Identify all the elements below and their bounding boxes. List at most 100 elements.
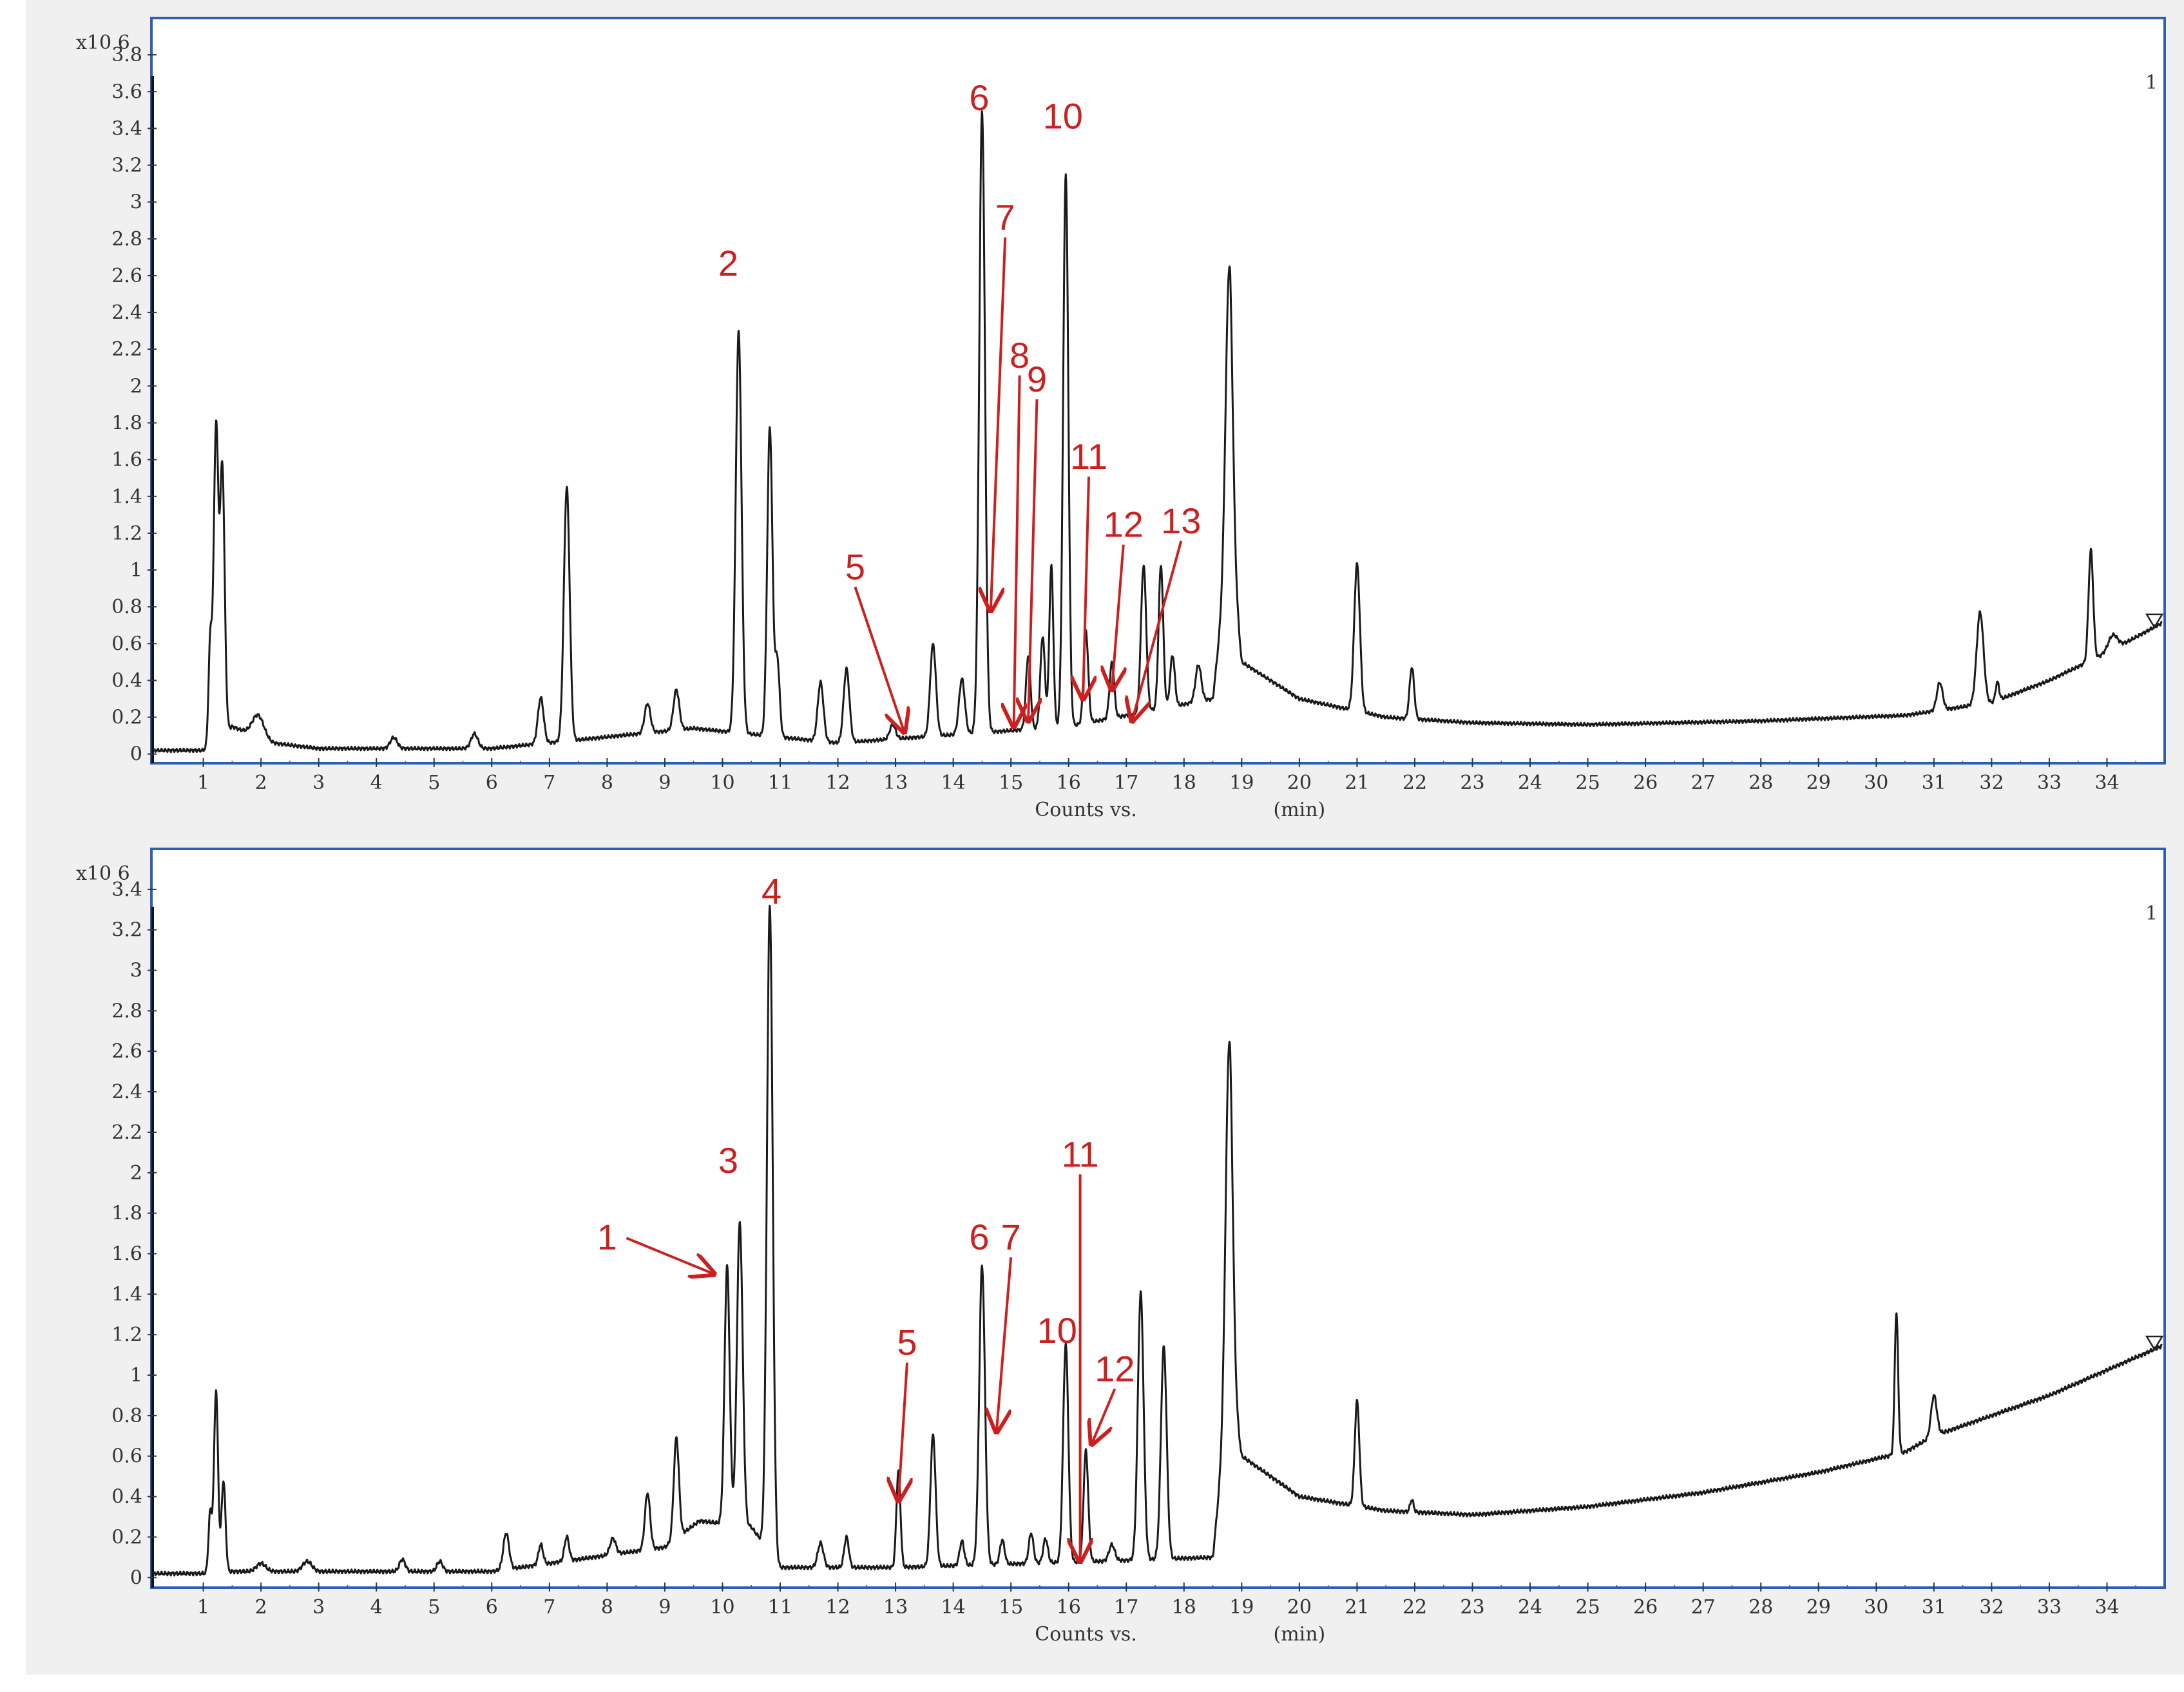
- y-tick-label: 2.4: [111, 1081, 142, 1103]
- chart-panel-top: 0 0.2 0.4 0.6 0.8 1 1.2 1.4 1.6 1.8 2 2.2 2.4 2.6 2.8 3…: [76, 17, 2166, 821]
- x-tick-label: 27: [1691, 772, 1716, 794]
- x-tick-label: 22: [1403, 772, 1427, 794]
- x-tick-label: 5: [428, 772, 440, 794]
- corner-mark: 1: [2145, 902, 2158, 925]
- peak-annotation-label: 12: [1095, 1348, 1135, 1389]
- x-tick-label: 4: [370, 1596, 383, 1619]
- y-tick-label: 2.8: [111, 1000, 142, 1022]
- x-tick-label: 7: [543, 1596, 555, 1619]
- plot-frame: [150, 848, 2166, 1589]
- x-tick-label: 10: [710, 1596, 734, 1619]
- x-tick-label: 15: [999, 1596, 1023, 1619]
- x-tick-label: 10: [710, 772, 734, 794]
- y-tick-label: 1.8: [111, 1202, 142, 1225]
- y-tick-label: 0.2: [111, 1526, 142, 1548]
- x-tick-label: 32: [1979, 772, 2004, 794]
- y-tick-label: 3: [130, 191, 142, 214]
- peak-annotation-label: 1: [597, 1217, 617, 1257]
- x-tick-label: 1: [197, 772, 209, 794]
- x-tick-label: 23: [1460, 1596, 1484, 1619]
- peak-annotation-label: 11: [1070, 436, 1107, 477]
- peak-annotation-arrow: [899, 1362, 907, 1501]
- y-multiplier-label: x10 6: [76, 32, 130, 54]
- peak-annotation-arrow: [626, 1237, 714, 1274]
- x-tick-label: 17: [1114, 1596, 1138, 1619]
- peak-annotation-arrow: [1132, 540, 1183, 721]
- x-tick-label: 19: [1229, 1596, 1254, 1619]
- y-tick-label: 1.2: [111, 522, 142, 545]
- x-tick-label: 32: [1979, 1596, 2004, 1619]
- x-tick-label: 33: [2037, 772, 2062, 794]
- x-tick-label: 5: [428, 1596, 440, 1619]
- x-tick-label: 23: [1460, 772, 1484, 794]
- x-tick-label: 14: [941, 1596, 966, 1619]
- x-tick-label: 2: [255, 1596, 267, 1619]
- x-tick-label: 21: [1345, 772, 1369, 794]
- y-tick-label: 3.6: [111, 81, 142, 103]
- peak-annotation-label: 12: [1104, 504, 1144, 545]
- x-tick-label: 3: [312, 772, 325, 794]
- peak-annotation-arrow: [1028, 399, 1037, 721]
- y-tick-label: 1.2: [111, 1324, 142, 1346]
- x-tick-label: 12: [825, 772, 850, 794]
- x-tick-label: 6: [486, 772, 498, 794]
- y-tick-label: 3: [130, 960, 142, 982]
- x-tick-label: 13: [883, 772, 908, 794]
- y-tick-label: 2: [130, 375, 142, 397]
- x-tick-label: 3: [312, 1596, 325, 1619]
- y-tick-label: 3.4: [111, 117, 142, 140]
- x-tick-label: 31: [1922, 772, 1946, 794]
- peak-annotation-label: 9: [1027, 359, 1047, 399]
- x-tick-label: 33: [2037, 1596, 2062, 1619]
- trace-end-marker: [2145, 1335, 2164, 1351]
- x-tick-label: 30: [1864, 772, 1888, 794]
- peak-annotation-arrow: [1092, 1388, 1116, 1443]
- x-tick-label: 30: [1864, 1596, 1888, 1619]
- x-tick-label: 4: [370, 772, 383, 794]
- x-tick-label: 31: [1922, 1596, 1946, 1619]
- x-tick-label: 13: [883, 1596, 908, 1619]
- y-tick-label: 1.8: [111, 412, 142, 434]
- peak-annotation-label: 6: [969, 1217, 989, 1257]
- y-tick-label: 0.6: [111, 1445, 142, 1468]
- peak-annotation-arrow: [1112, 544, 1124, 690]
- x-tick-label: 28: [1748, 1596, 1773, 1619]
- x-tick-label: 26: [1633, 1596, 1658, 1619]
- x-tick-label: 11: [768, 772, 792, 794]
- peak-annotation-label: 5: [845, 546, 865, 587]
- y-tick-label: 0: [130, 1566, 142, 1589]
- x-tick-label: 28: [1748, 772, 1773, 794]
- y-tick-label: 3.8: [111, 44, 142, 66]
- x-tick-label: 34: [2094, 772, 2119, 794]
- x-tick-label: 16: [1057, 772, 1081, 794]
- x-axis-unit: (min): [1273, 1623, 1325, 1646]
- x-tick-label: 6: [486, 1596, 498, 1619]
- trace-end-marker: [2145, 613, 2164, 629]
- y-tick-label: 3.2: [111, 155, 142, 177]
- x-tick-label: 24: [1518, 772, 1542, 794]
- peak-annotation-label: 7: [1001, 1217, 1021, 1257]
- y-tick-label: 0: [130, 743, 142, 766]
- x-tick-label: 18: [1172, 1596, 1196, 1619]
- x-tick-label: 9: [658, 1596, 671, 1619]
- chromatogram-svg: 0 0.2 0.4 0.6 0.8 1 1.2 1.4 1.6 1.8 2 2.2 2.4 2.6 2.8 3…: [76, 17, 2166, 1646]
- corner-mark: 1: [2145, 71, 2158, 94]
- peak-annotation-label: 10: [1037, 1310, 1077, 1351]
- peak-annotation-label: 3: [718, 1140, 738, 1181]
- x-tick-label: 24: [1518, 1596, 1542, 1619]
- x-tick-label: 15: [999, 772, 1023, 794]
- peak-annotation-arrow: [997, 1257, 1013, 1432]
- peak-annotation-label: 6: [969, 77, 989, 118]
- y-tick-label: 2.4: [111, 301, 142, 324]
- peak-annotation-label: 8: [1010, 335, 1030, 375]
- y-tick-label: 2.6: [111, 1040, 142, 1063]
- y-tick-label: 1: [130, 559, 142, 582]
- x-tick-label: 8: [601, 1596, 613, 1619]
- x-tick-label: 18: [1172, 772, 1196, 794]
- x-tick-label: 1: [197, 1596, 209, 1619]
- peak-annotation-label: 2: [718, 243, 738, 283]
- x-axis-unit: (min): [1273, 799, 1325, 821]
- x-tick-label: 9: [658, 772, 671, 794]
- x-tick-label: 12: [825, 1596, 850, 1619]
- x-tick-label: 19: [1229, 772, 1254, 794]
